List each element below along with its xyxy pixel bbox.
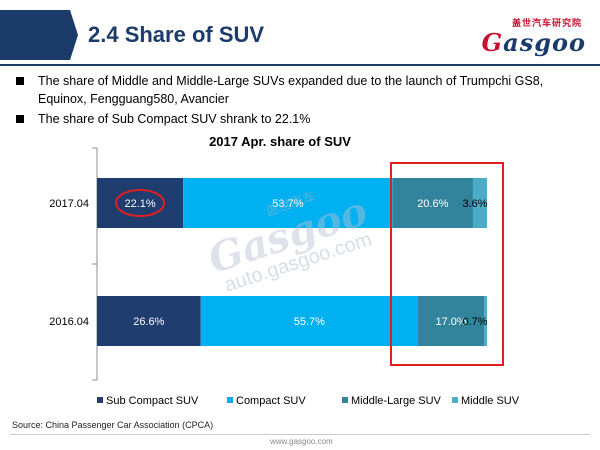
square-bullet-icon [16, 115, 24, 123]
bar-segment [97, 178, 184, 228]
bar-segment [417, 296, 485, 346]
highlight-box [390, 162, 504, 366]
data-label: 17.0% [436, 316, 467, 328]
logo-wordmark: Gasgoo [482, 28, 586, 57]
legend-label: Sub Compact SUV [106, 395, 199, 407]
header-accent-bar [0, 10, 70, 60]
data-label: 20.6% [417, 198, 448, 210]
header-divider [0, 64, 600, 66]
chart-title: 2017 Apr. share of SUV [209, 134, 351, 149]
legend-swatch [342, 397, 348, 403]
data-label: 55.7% [294, 316, 325, 328]
bar-segment [183, 178, 393, 228]
data-label: 22.1% [124, 198, 155, 210]
bullet-item: The share of Middle and Middle-Large SUV… [14, 72, 580, 108]
footer-divider [10, 434, 590, 435]
header-chevron-icon [62, 10, 78, 60]
data-label: 53.7% [272, 198, 303, 210]
footer-url: www.gasgoo.com [270, 437, 333, 446]
legend-label: Middle SUV [461, 395, 520, 407]
bar-segment [200, 296, 418, 346]
data-label: 3.6% [462, 198, 487, 210]
category-label: 2016.04 [49, 316, 89, 328]
legend-swatch [227, 397, 233, 403]
bullet-list: The share of Middle and Middle-Large SUV… [14, 72, 580, 130]
bar-segment [484, 296, 487, 346]
bullet-text: The share of Sub Compact SUV shrank to 2… [38, 112, 311, 126]
data-label: 0.7% [462, 316, 487, 328]
legend-swatch [97, 397, 103, 403]
legend-label: Middle-Large SUV [351, 395, 442, 407]
bar-segment [392, 178, 473, 228]
bullet-text: The share of Middle and Middle-Large SUV… [38, 74, 544, 106]
legend-swatch [452, 397, 458, 403]
category-label: 2017.04 [49, 198, 89, 210]
data-label: 26.6% [133, 316, 164, 328]
logo-chinese-text: 盖世汽车研究院 [511, 18, 582, 28]
bullet-item: The share of Sub Compact SUV shrank to 2… [14, 110, 580, 128]
source-note: Source: China Passenger Car Association … [12, 420, 214, 430]
highlight-ellipse [115, 189, 166, 217]
bar-segment [97, 296, 201, 346]
gasgoo-logo: 盖世汽车研究院 Gasgoo [436, 16, 586, 60]
slide-header: 2.4 Share of SUV 盖世汽车研究院 Gasgoo [0, 0, 600, 66]
legend-label: Compact SUV [236, 395, 306, 407]
logo-wordmark-initial: G [481, 28, 504, 57]
bar-segment [472, 178, 487, 228]
square-bullet-icon [16, 77, 24, 85]
logo-wordmark-rest: asgoo [503, 28, 586, 57]
slide-title: 2.4 Share of SUV [88, 22, 265, 47]
